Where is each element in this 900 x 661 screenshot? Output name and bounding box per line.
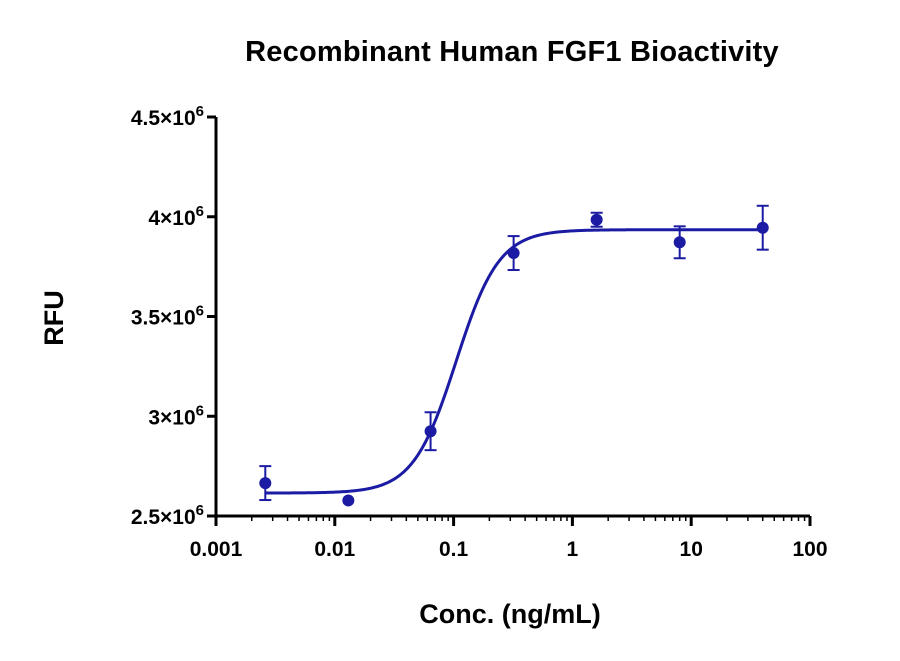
x-tick-label: 10 xyxy=(680,538,703,561)
x-tick-label: 1 xyxy=(567,538,579,561)
x-tick-label: 100 xyxy=(792,538,827,561)
y-tick-label: 4×106 xyxy=(148,203,204,230)
data-points xyxy=(259,204,769,507)
data-point xyxy=(259,477,272,490)
data-point xyxy=(590,213,603,226)
axes: 2.5×106 3×106 3.5×106 4×106 4.5×106 0.001 0.01… xyxy=(131,103,828,561)
y-tick-label: 3.5×106 xyxy=(131,303,204,330)
y-tick-label: 4.5×106 xyxy=(131,103,204,130)
y-tick-label: 2.5×106 xyxy=(131,502,204,529)
y-axis-title: RFU xyxy=(39,290,69,346)
x-tick-label: 0.001 xyxy=(190,538,243,561)
data-point xyxy=(342,494,355,507)
data-point xyxy=(507,247,520,260)
data-point xyxy=(673,236,686,249)
x-tick-label: 0.01 xyxy=(314,538,355,561)
y-tick-label: 3×106 xyxy=(148,402,204,429)
chart-title: Recombinant Human FGF1 Bioactivity xyxy=(245,36,779,68)
data-point xyxy=(756,221,769,234)
x-axis-title: Conc. (ng/mL) xyxy=(419,599,600,629)
data-point xyxy=(424,425,437,438)
x-tick-label: 0.1 xyxy=(439,538,469,561)
